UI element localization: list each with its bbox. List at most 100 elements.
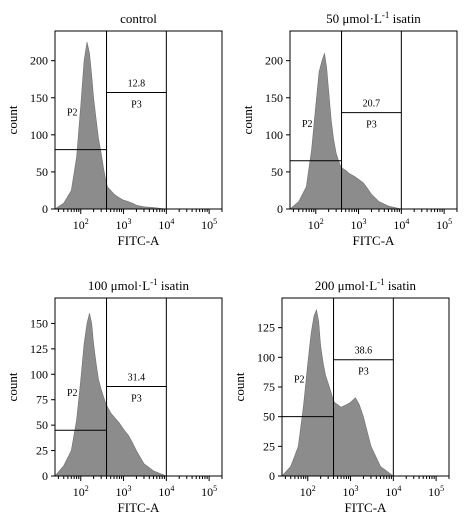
title-superscript: -1 [377, 277, 385, 287]
y-axis-label: count [240, 105, 255, 134]
tick-exponent: 4 [405, 217, 409, 226]
y-tick-label: 50 [271, 165, 283, 179]
gate-percentage: 38.6 [355, 346, 373, 357]
y-tick-label: 0 [42, 202, 48, 216]
tick-base: 10 [343, 485, 355, 499]
histogram [54, 313, 222, 477]
tick-exponent: 5 [213, 484, 217, 493]
tick-base: 10 [308, 218, 320, 232]
histogram [281, 308, 449, 477]
tick-base: 10 [201, 485, 213, 499]
panel-3: 100 μmol·L-1 isatinP231.4P30255075100125… [5, 277, 223, 515]
gate-percentage: 20.7 [363, 99, 381, 110]
x-tick-label: 105 [201, 484, 217, 499]
y-axis-label: count [5, 372, 20, 401]
title-suffix: isatin [158, 278, 190, 293]
y-axis-label: count [5, 105, 20, 134]
x-tick-label: 102 [73, 217, 89, 232]
tick-base: 10 [385, 485, 397, 499]
panel-title: control [120, 11, 157, 26]
y-tick-label: 125 [257, 321, 275, 335]
x-tick-label: 105 [201, 217, 217, 232]
tick-exponent: 2 [320, 217, 324, 226]
y-tick-label: 75 [263, 380, 275, 394]
plot-frame [54, 30, 223, 210]
tick-base: 10 [73, 218, 85, 232]
x-tick-label: 103 [116, 484, 132, 499]
x-tick-label: 104 [158, 217, 174, 232]
gate-label: P3 [131, 393, 142, 404]
panel-title: 50 μmol·L-1 isatin [326, 10, 421, 26]
title-superscript: -1 [150, 277, 158, 287]
x-tick-label: 102 [73, 484, 89, 499]
title-suffix: isatin [385, 278, 417, 293]
tick-base: 10 [428, 485, 440, 499]
gate-label: P2 [67, 388, 78, 399]
gate-label: P2 [67, 108, 78, 119]
plot-frame [289, 30, 458, 210]
y-tick-label: 200 [30, 54, 48, 68]
y-tick-label: 125 [30, 342, 48, 356]
x-tick-label: 102 [300, 484, 316, 499]
tick-exponent: 4 [397, 484, 401, 493]
y-tick-label: 25 [36, 444, 48, 458]
y-tick-label: 0 [42, 469, 48, 483]
tick-base: 10 [116, 485, 128, 499]
histogram [289, 53, 457, 210]
y-tick-label: 100 [257, 350, 275, 364]
tick-base: 10 [393, 218, 405, 232]
x-tick-label: 102 [308, 217, 324, 232]
tick-exponent: 4 [170, 484, 174, 493]
y-tick-label: 50 [36, 165, 48, 179]
y-tick-label: 150 [30, 91, 48, 105]
x-tick-label: 105 [436, 217, 452, 232]
y-tick-label: 25 [263, 439, 275, 453]
tick-exponent: 2 [85, 484, 89, 493]
tick-exponent: 4 [170, 217, 174, 226]
y-tick-label: 150 [30, 316, 48, 330]
gate-label: P2 [302, 119, 313, 130]
tick-base: 10 [158, 218, 170, 232]
panel-title: 200 μmol·L-1 isatin [315, 277, 417, 293]
gate-p3: 38.6 P3 [333, 298, 394, 476]
plot-frame [54, 297, 223, 477]
y-tick-label: 100 [265, 128, 283, 142]
tick-base: 10 [436, 218, 448, 232]
histogram [54, 42, 222, 210]
x-tick-label: 103 [343, 484, 359, 499]
y-tick-label: 75 [36, 393, 48, 407]
gate-percentage: 31.4 [128, 372, 146, 383]
y-tick-label: 0 [277, 202, 283, 216]
y-tick-label: 50 [263, 410, 275, 424]
y-tick-label: 100 [30, 128, 48, 142]
tick-base: 10 [116, 218, 128, 232]
tick-exponent: 5 [448, 217, 452, 226]
tick-exponent: 3 [128, 484, 132, 493]
tick-base: 10 [300, 485, 312, 499]
tick-exponent: 5 [213, 217, 217, 226]
x-axis-label: FITC-A [118, 500, 161, 515]
panel-2: 50 μmol·L-1 isatin P2 20.7 P3 0 50 100 150 200 10… [240, 10, 458, 248]
y-axis-label: count [232, 372, 247, 401]
gate-label: P3 [131, 100, 142, 111]
y-tick-label: 0 [269, 469, 275, 483]
gate-p3: 12.8 P3 [106, 31, 167, 209]
x-axis-label: FITC-A [353, 233, 396, 248]
title-main: 200 μmol·L [315, 278, 377, 293]
x-tick-label: 104 [385, 484, 401, 499]
gate-percentage: 12.8 [128, 79, 146, 90]
y-tick-label: 50 [36, 418, 48, 432]
tick-base: 10 [201, 218, 213, 232]
y-tick-label: 100 [30, 367, 48, 381]
tick-exponent: 3 [363, 217, 367, 226]
title-main: 50 μmol·L [326, 11, 382, 26]
title-main: 100 μmol·L [88, 278, 150, 293]
gate-label: P3 [366, 120, 377, 131]
x-tick-label: 104 [158, 484, 174, 499]
title-suffix: isatin [389, 11, 421, 26]
tick-base: 10 [73, 485, 85, 499]
x-tick-label: 103 [351, 217, 367, 232]
tick-exponent: 5 [440, 484, 444, 493]
